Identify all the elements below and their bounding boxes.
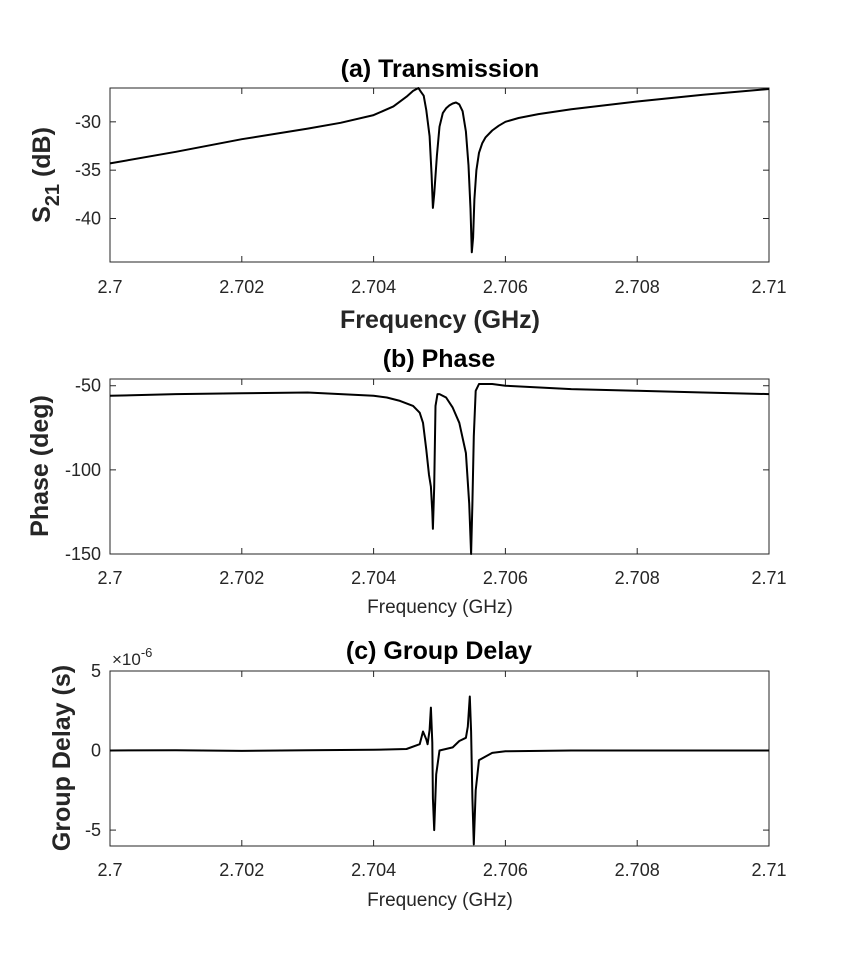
transmission-x-axis-label: Frequency (GHz): [340, 306, 540, 334]
phase-ytick-label: -50: [75, 376, 101, 396]
group-delay-ticks: 2.7 2.702 2.704 2.706 2.708 2.71 5 0 -5: [85, 661, 787, 880]
phase-xtick-label: 2.71: [751, 568, 786, 588]
group-delay-panel: (c) Group Delay 2.7 2.702 2.704 2.706 2.708 2…: [48, 637, 787, 911]
transmission-xtick-label: 2.706: [483, 277, 528, 297]
transmission-title: (a) Transmission: [341, 55, 540, 83]
transmission-ytick-label: -35: [75, 160, 101, 180]
transmission-ytick-label: -40: [75, 209, 101, 229]
phase-x-axis-label: Frequency (GHz): [367, 597, 513, 618]
group-delay-title: (c) Group Delay: [346, 637, 532, 665]
group-delay-xtick-label: 2.7: [97, 860, 122, 880]
group-delay-xtick-label: 2.702: [219, 860, 264, 880]
phase-line: [109, 383, 770, 555]
group-delay-ytick-label: -5: [85, 820, 101, 840]
phase-ytick-label: -100: [65, 460, 101, 480]
group-delay-xtick-label: 2.71: [751, 860, 786, 880]
phase-xtick-label: 2.702: [219, 568, 264, 588]
group-delay-xtick-label: 2.704: [351, 860, 396, 880]
phase-title: (b) Phase: [383, 345, 496, 373]
group-delay-x-axis-label: Frequency (GHz): [367, 890, 513, 911]
transmission-ticks: 2.7 2.702 2.704 2.706 2.708 2.71 -30 -35 -40: [75, 88, 787, 297]
s21-unit: (dB): [28, 127, 56, 184]
s21-symbol: S: [28, 206, 56, 223]
exponent-base: ×10: [112, 650, 141, 669]
transmission-xtick-label: 2.708: [615, 277, 660, 297]
phase-xtick-label: 2.706: [483, 568, 528, 588]
transmission-xtick-label: 2.71: [751, 277, 786, 297]
group-delay-xtick-label: 2.706: [483, 860, 528, 880]
group-delay-ytick-label: 5: [91, 661, 101, 681]
transmission-y-axis-label: S21 (dB): [28, 127, 64, 223]
phase-panel: (b) Phase 2.7 2.702 2.704 2.706 2.708 2.71 -50…: [26, 345, 787, 618]
group-delay-y-axis-label: Group Delay (s): [48, 665, 76, 851]
phase-axes-frame: [109, 378, 770, 555]
s21-subscript: 21: [42, 184, 64, 206]
phase-xtick-label: 2.708: [615, 568, 660, 588]
phase-ytick-label: -150: [65, 544, 101, 564]
group-delay-exponent-label: ×10-6: [112, 645, 152, 669]
transmission-xtick-label: 2.704: [351, 277, 396, 297]
phase-y-axis-label: Phase (deg): [26, 395, 54, 537]
group-delay-line: [109, 695, 769, 846]
phase-ticks: 2.7 2.702 2.704 2.706 2.708 2.71 -50 -100 -150: [65, 376, 787, 588]
group-delay-axes-frame: [109, 670, 770, 847]
transmission-ytick-label: -30: [75, 112, 101, 132]
phase-xtick-label: 2.704: [351, 568, 396, 588]
transmission-s21-line: [109, 87, 770, 254]
transmission-xtick-label: 2.7: [97, 277, 122, 297]
group-delay-ytick-label: 0: [91, 741, 101, 761]
phase-xtick-label: 2.7: [97, 568, 122, 588]
transmission-axes-frame: [109, 87, 770, 263]
exponent-power: -6: [141, 645, 153, 660]
group-delay-xtick-label: 2.708: [615, 860, 660, 880]
transmission-panel: (a) Transmission 2.7 2.702 2.704 2.706 2.708…: [28, 55, 787, 334]
transmission-xtick-label: 2.702: [219, 277, 264, 297]
